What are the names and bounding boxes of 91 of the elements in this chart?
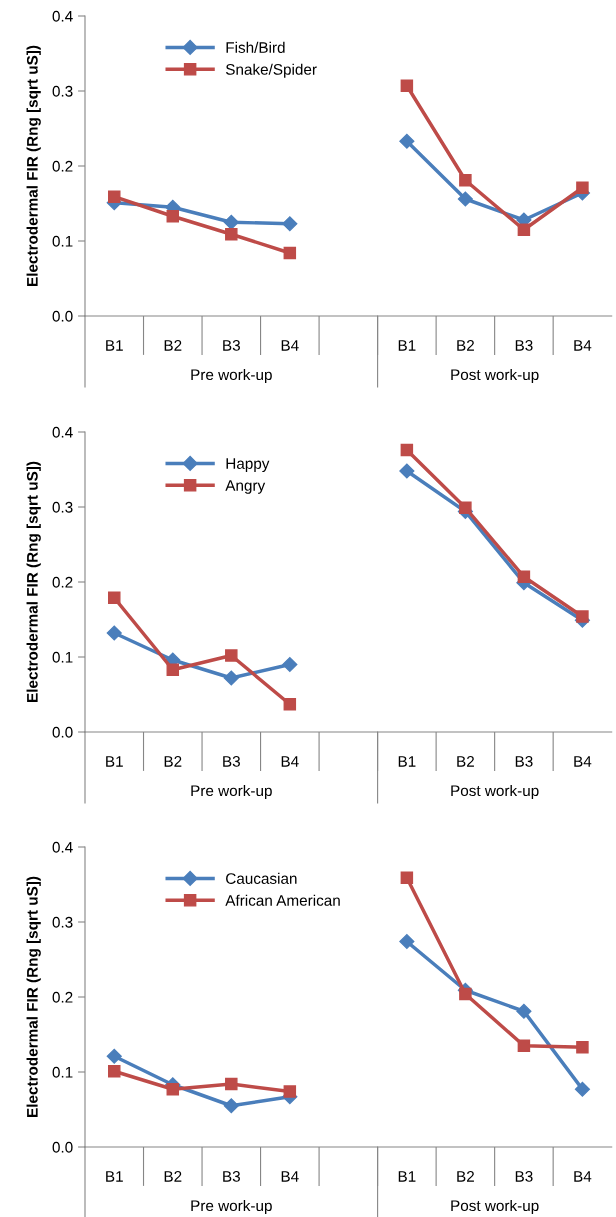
y-tick-label: 0.0	[52, 1141, 73, 1153]
legend-label: Happy	[226, 458, 270, 472]
point	[106, 625, 122, 641]
x-tick-label: B1	[398, 1171, 416, 1182]
text: Pre work-up	[191, 784, 272, 800]
point	[399, 933, 415, 950]
x-tick-label: B2	[457, 756, 474, 767]
y-axis-title: Electrodermal FIR (Rng [sqrt uS])	[26, 876, 41, 1117]
point	[223, 214, 239, 230]
x-tick-label: B1	[398, 756, 416, 767]
text: Post work-up	[451, 784, 539, 800]
y-tick-label: 0.4	[52, 841, 73, 853]
y-tick-label: 0.4	[52, 10, 73, 22]
x-tick-label: B3	[515, 756, 533, 767]
point	[459, 501, 472, 515]
x-tick-label: B3	[515, 340, 533, 351]
point	[282, 216, 298, 232]
y-tick-label: 0.1	[52, 235, 73, 247]
point	[574, 1081, 590, 1097]
point	[108, 591, 121, 605]
x-tick-label: B3	[223, 340, 240, 351]
point	[223, 670, 239, 686]
y-tick-label: 0.1	[52, 651, 73, 663]
legend-label: Fish/Bird	[226, 41, 285, 53]
y-tick-label: 0.4	[52, 426, 73, 438]
x-tick-label: B1	[106, 1171, 123, 1182]
point	[225, 649, 238, 662]
point	[400, 443, 414, 457]
point	[517, 223, 531, 237]
y-tick-label: 0.0	[52, 726, 73, 738]
y-tick-label: 0.3	[52, 85, 73, 97]
x-tick-label: B2	[457, 340, 474, 351]
point	[166, 1082, 180, 1096]
x-tick-label: B4	[281, 756, 299, 767]
point	[459, 987, 472, 1001]
point	[516, 1003, 532, 1019]
y-tick-label: 0.2	[52, 160, 73, 172]
x-tick-label: B1	[106, 756, 123, 767]
y-tick-label: 0.1	[52, 1066, 73, 1078]
text: Pre work-up	[191, 368, 272, 384]
point	[108, 1064, 121, 1078]
x-tick-label: B4	[281, 1171, 299, 1182]
point	[225, 1077, 238, 1091]
x-tick-label: B2	[164, 756, 182, 767]
legend-label: Caucasian	[226, 872, 297, 884]
point	[282, 656, 298, 673]
x-tick-label: B4	[574, 340, 592, 351]
point	[223, 1098, 239, 1114]
x-tick-label: B2	[457, 1171, 474, 1182]
point	[517, 1039, 531, 1053]
point	[399, 463, 415, 479]
text: Post work-up	[451, 368, 539, 384]
x-tick-label: B2	[164, 1171, 182, 1182]
x-tick-label: B3	[515, 1171, 533, 1182]
point	[459, 173, 472, 187]
y-tick-label: 0.0	[52, 310, 73, 322]
point	[517, 570, 531, 584]
legend-label: African American	[225, 894, 340, 906]
point	[108, 190, 121, 204]
point	[283, 246, 297, 260]
text: Post work-up	[451, 1199, 539, 1215]
text: Pre work-up	[191, 1199, 272, 1215]
y-tick-label: 0.2	[52, 576, 73, 588]
point	[576, 1040, 589, 1054]
legend-label: Snake/Spider	[225, 63, 317, 78]
y-axis-title: Electrodermal FIR (Rng [sqrt uS])	[26, 45, 41, 286]
x-tick-label: B1	[398, 340, 416, 351]
point	[283, 697, 297, 711]
legend-label: Angry	[225, 480, 266, 494]
point	[400, 79, 414, 93]
point	[225, 227, 238, 241]
y-tick-label: 0.3	[52, 916, 73, 928]
x-tick-label: B3	[223, 756, 240, 767]
point	[106, 1048, 122, 1064]
point	[457, 191, 473, 207]
x-tick-label: B4	[574, 756, 592, 767]
y-tick-label: 0.2	[52, 991, 73, 1003]
point	[576, 610, 589, 623]
point	[400, 871, 414, 885]
point	[399, 133, 415, 149]
point	[166, 209, 180, 223]
point	[283, 1085, 297, 1098]
point	[576, 181, 589, 195]
point	[166, 663, 180, 677]
x-tick-label: B3	[223, 1171, 240, 1182]
y-axis-title: Electrodermal FIR (Rng [sqrt uS])	[26, 461, 41, 702]
x-tick-label: B4	[281, 340, 299, 351]
x-tick-label: B4	[574, 1171, 592, 1182]
x-tick-label: B2	[164, 340, 182, 351]
x-tick-label: B1	[106, 340, 123, 351]
y-tick-label: 0.3	[52, 501, 73, 513]
